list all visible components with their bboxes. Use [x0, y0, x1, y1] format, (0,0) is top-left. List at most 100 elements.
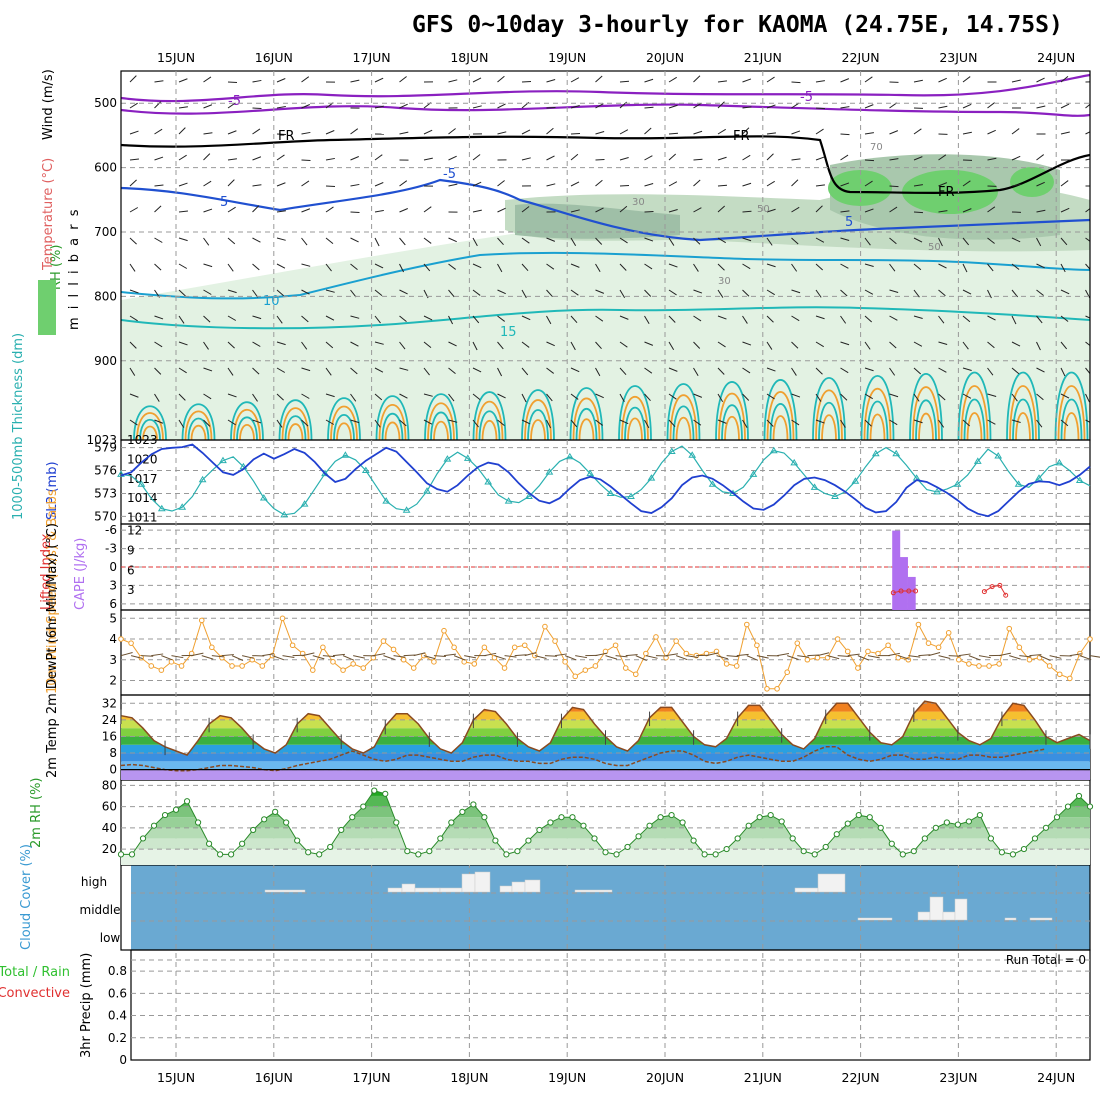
date-label-bottom: 20JUN: [646, 1070, 684, 1085]
convective-contour: [472, 391, 507, 440]
rh-band: [121, 806, 1090, 818]
wind-barb: [252, 128, 261, 135]
convective-contour: [136, 412, 164, 440]
wind-barb: [938, 182, 948, 187]
wind-barb: [1060, 289, 1070, 295]
wind-barb: [178, 367, 187, 374]
wind-barb: [742, 210, 752, 213]
isotherm-5: [121, 178, 1090, 242]
wind-barb: [178, 263, 188, 269]
rh-point: [239, 840, 246, 847]
isotherm-minus5-top: [121, 73, 1090, 103]
wind-barb: [595, 103, 604, 109]
wind-speed-point: [128, 640, 134, 646]
li-point: [981, 589, 987, 595]
convective-contour: [190, 424, 207, 440]
wind-barb: [497, 341, 504, 350]
wind-barb: [1011, 367, 1020, 375]
rh-point: [767, 811, 774, 819]
wind-barb: [644, 289, 652, 297]
rh-point: [205, 840, 213, 847]
wind-barb: [889, 367, 896, 376]
rh-point: [910, 848, 917, 855]
wind-barb: [791, 102, 800, 109]
convective-contour: [618, 385, 652, 440]
wind-barb-10m: [191, 652, 204, 657]
thickness-point: [137, 480, 146, 487]
wind-barb: [472, 237, 478, 247]
wind-barb: [595, 419, 603, 426]
wind-barb: [129, 237, 137, 245]
wind-speed-point: [1016, 644, 1023, 651]
convective-contour: [866, 400, 889, 440]
rh-point: [558, 814, 565, 821]
wind-barb: [938, 263, 947, 269]
thickness-point: [606, 489, 615, 496]
wind-barb-10m: [857, 655, 870, 661]
wind-barb: [129, 263, 136, 272]
rh-point: [712, 851, 719, 858]
cloud-bar: [1029, 917, 1053, 921]
wind-barb: [913, 419, 923, 424]
wind-barb-10m: [736, 653, 749, 657]
wind-barb: [252, 315, 262, 320]
convective-contour: [1006, 371, 1040, 440]
date-label-bottom: 24JUN: [1037, 1070, 1075, 1085]
wind-barb: [129, 102, 138, 109]
wind-barb: [1085, 341, 1090, 347]
wind-barb: [595, 315, 604, 322]
convective-contour: [724, 416, 740, 440]
wind-barb: [1085, 207, 1090, 213]
wind-barb: [1036, 209, 1046, 213]
wind-speed-point: [481, 644, 488, 651]
wind-barb: [521, 206, 530, 213]
wind-barb: [619, 129, 629, 135]
wind-barb: [570, 419, 578, 428]
wind-barb: [668, 393, 677, 400]
wind-barb: [178, 78, 188, 83]
wind-barb: [374, 289, 383, 297]
wind-speed-point: [986, 663, 992, 669]
wind-barb: [570, 209, 580, 213]
wind-speed-point: [814, 654, 821, 661]
wind-barb: [154, 184, 164, 187]
wind-barb: [497, 75, 505, 83]
wind-barb: [962, 208, 972, 213]
wind-speed-point: [703, 650, 710, 657]
wind-barb: [815, 184, 825, 187]
li-tick: -6: [105, 523, 117, 537]
convective-contour: [818, 402, 840, 440]
wind-barb: [178, 154, 187, 161]
label-wind: Wind (m/s): [41, 69, 56, 140]
thickness-point: [933, 487, 941, 495]
wind-barb: [1011, 419, 1021, 423]
thickness-point: [851, 477, 860, 484]
wind-speed-point: [955, 656, 962, 663]
date-label-top: 19JUN: [548, 50, 586, 65]
wind-barb: [325, 341, 334, 349]
wind-barb: [766, 208, 776, 213]
wind-barb: [962, 237, 970, 246]
wind-barb: [913, 289, 920, 298]
thickness-point: [973, 457, 982, 464]
wind-speed-point: [784, 669, 790, 675]
rh-label: 50: [928, 242, 941, 253]
wind-barb: [497, 207, 506, 213]
convective-contour: [769, 403, 792, 440]
wind-speed-point: [632, 671, 639, 678]
wind-barb: [154, 237, 163, 243]
wind-barb: [374, 393, 383, 401]
thickness-point: [892, 449, 901, 457]
wind-barb: [913, 211, 924, 214]
rh-point: [261, 816, 268, 823]
slp-line: [120, 443, 1091, 518]
wind-barb: [154, 101, 162, 109]
wind-barb: [815, 419, 825, 424]
wind-barb: [619, 367, 627, 376]
wind-barb: [203, 367, 213, 372]
rh-point: [371, 787, 378, 794]
wind-barb: [791, 289, 801, 294]
wind-barb: [987, 393, 997, 397]
wind-barb: [350, 263, 358, 271]
wind-barb: [301, 315, 309, 323]
